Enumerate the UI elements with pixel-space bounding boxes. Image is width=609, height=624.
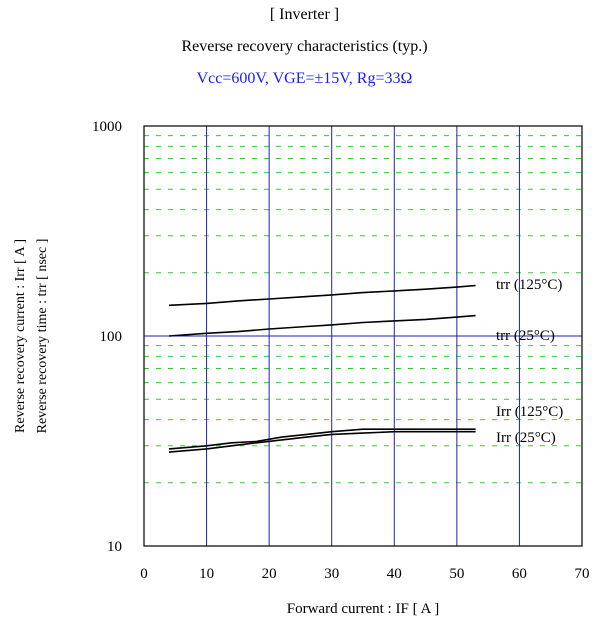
test-conditions: Vcc=600V, VGE=±15V, Rg=33Ω: [196, 70, 413, 87]
x-tick-label: 50: [449, 566, 464, 582]
series-labels: trr (125°C) trr (25°C) Irr (125°C) Irr (25°…: [496, 277, 563, 446]
series-line: [168, 314, 476, 337]
x-tick-label: 70: [575, 566, 590, 582]
series-label: trr (125°C): [496, 277, 562, 293]
y-axis-label-1: Reverse recovery current : Irr [ A ]: [13, 239, 28, 433]
x-tick-label: 0: [140, 566, 148, 582]
major-grid: [144, 126, 582, 546]
x-tick-label: 40: [387, 566, 402, 582]
y-tick-label: 1000: [92, 119, 122, 135]
page-title: [ Inverter ]: [269, 6, 340, 23]
chart-subtitle: Reverse recovery characteristics (typ.): [181, 38, 428, 55]
series-label: Irr (25°C): [496, 430, 556, 446]
x-tick-label: 60: [512, 566, 527, 582]
series-label: Irr (125°C): [496, 404, 563, 420]
minor-grid: [144, 135, 582, 484]
series-line: [168, 284, 476, 307]
y-tick-label: 10: [107, 539, 122, 555]
series-label: trr (25°C): [496, 328, 555, 344]
series-lines: [168, 284, 476, 453]
x-tick-label: 30: [324, 566, 339, 582]
x-tick-labels: 0 10 20 30 40 50 60 70: [140, 566, 589, 582]
y-axis-label-2: Reverse recovery time : trr [ nsec ]: [35, 239, 50, 434]
plot-frame: [143, 125, 583, 547]
series-line: [168, 430, 476, 453]
x-tick-label: 10: [199, 566, 214, 582]
y-tick-label: 100: [100, 329, 123, 345]
x-tick-label: 20: [262, 566, 277, 582]
x-axis-label: Forward current : IF [ A ]: [287, 601, 439, 617]
series-line: [168, 428, 476, 450]
y-tick-labels: 10 100 1000: [92, 119, 122, 555]
